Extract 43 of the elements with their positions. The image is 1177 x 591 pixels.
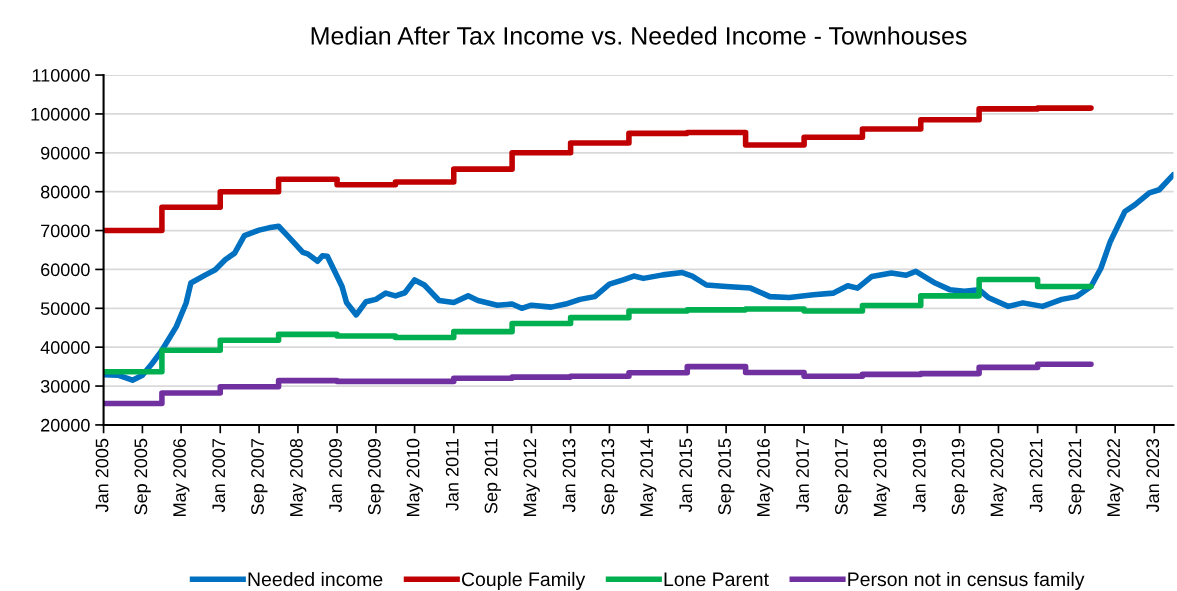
x-tick-label: May 2014 xyxy=(640,438,657,516)
x-tick-label: Jan 2015 xyxy=(679,438,693,513)
x-tick-label: Sep 2007 xyxy=(251,439,268,515)
y-tick-label: 50000 xyxy=(40,302,90,316)
x-tick-label: May 2020 xyxy=(990,438,1007,516)
y-tick-label: 40000 xyxy=(40,341,90,354)
x-tick-label: Sep 2019 xyxy=(951,438,969,515)
x-tick-label: Jan 2009 xyxy=(329,438,342,513)
y-tick-label: 110000 xyxy=(32,68,90,82)
x-tick-label: May 2012 xyxy=(523,439,540,516)
x-tick-label: May 2006 xyxy=(173,438,190,516)
x-tick-label: Jan 2011 xyxy=(445,439,459,511)
chart-title: Median After Tax Income vs. Needed Income - Townhouses xyxy=(311,26,967,45)
x-tick-label: May 2016 xyxy=(757,438,774,516)
x-tick-label: Jan 2005 xyxy=(95,438,109,513)
x-tick-label: Jan 2017 xyxy=(796,439,809,513)
x-tick-label: Jan 2007 xyxy=(212,439,226,513)
y-tick-label: 100000 xyxy=(31,107,90,121)
y-tick-label: 60000 xyxy=(41,263,90,277)
y-tick-label: 30000 xyxy=(40,379,90,393)
x-tick-label: May 2010 xyxy=(406,438,424,516)
x-tick-label: May 2008 xyxy=(289,438,307,516)
y-tick-label: 80000 xyxy=(40,185,90,199)
x-tick-label: Sep 2005 xyxy=(134,438,151,515)
legend-label: Couple Family xyxy=(461,571,586,591)
y-tick-label: 20000 xyxy=(41,418,90,432)
x-tick-label: Sep 2015 xyxy=(718,438,735,515)
x-tick-label: May 2022 xyxy=(1107,439,1124,516)
x-tick-label: Jan 2019 xyxy=(912,438,926,513)
y-tick-label: 90000 xyxy=(41,146,90,160)
x-tick-label: Jan 2021 xyxy=(1029,439,1043,513)
x-tick-label: May 2018 xyxy=(873,438,891,516)
legend-label: Person not in census family xyxy=(848,571,1085,591)
x-tick-label: Sep 2013 xyxy=(601,438,618,515)
x-tick-label: Sep 2021 xyxy=(1068,439,1085,515)
x-tick-label: Jan 2023 xyxy=(1146,438,1160,513)
y-tick-label: 70000 xyxy=(41,224,90,238)
x-tick-label: Sep 2017 xyxy=(835,439,852,515)
x-tick-label: Sep 2009 xyxy=(367,438,385,515)
x-tick-label: Sep 2011 xyxy=(484,439,502,514)
x-tick-label: Jan 2013 xyxy=(562,438,576,513)
legend-label: Lone Parent xyxy=(664,572,769,587)
legend-label: Needed income xyxy=(248,571,383,587)
